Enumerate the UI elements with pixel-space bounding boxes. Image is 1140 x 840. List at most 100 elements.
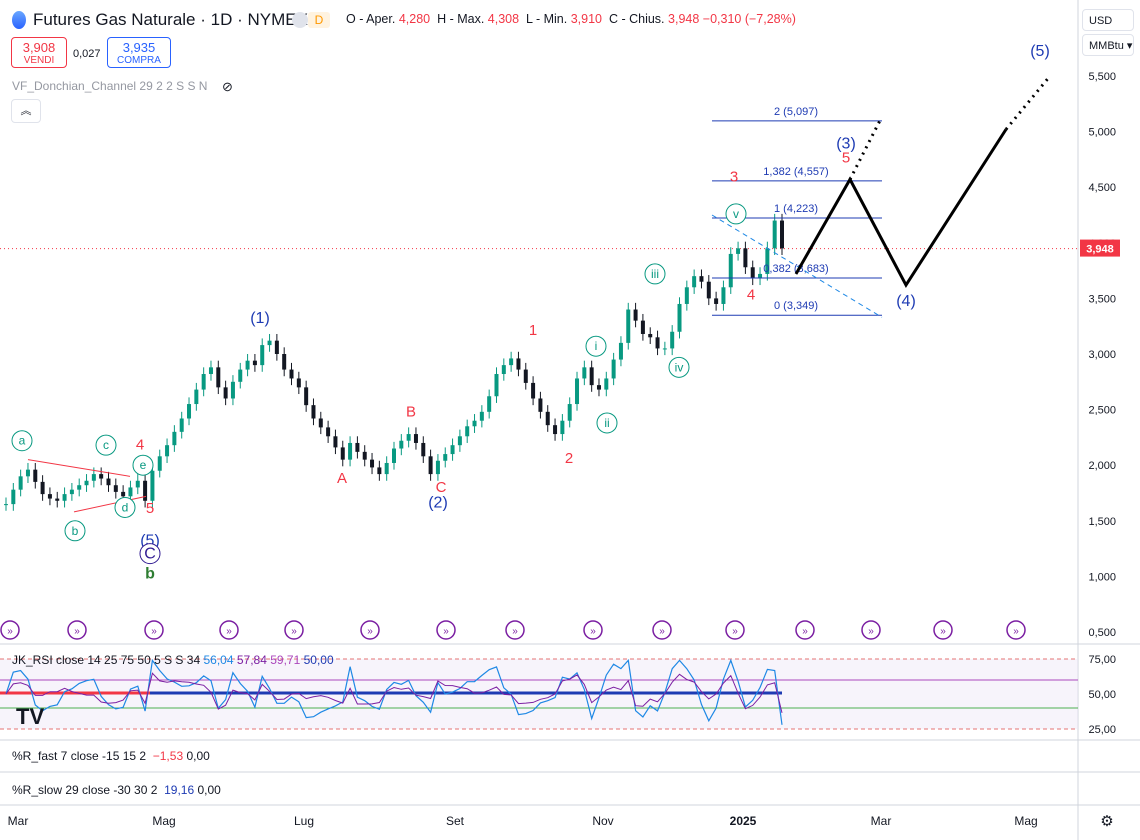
wave-label-green: iv — [675, 360, 684, 374]
event-marker-icon[interactable] — [933, 620, 953, 640]
candle-body — [77, 485, 82, 490]
candle-body — [201, 374, 206, 390]
currency-selector[interactable]: USD — [1082, 9, 1134, 31]
event-marker-icon[interactable] — [284, 620, 304, 640]
wave-label-other: b — [145, 566, 155, 583]
candle-body — [47, 494, 52, 499]
ohlc-readout: O - Aper. 4,280 H - Max. 4,308 L - Min. … — [346, 12, 796, 26]
wave-circle — [64, 520, 86, 542]
event-marker-icon[interactable] — [436, 620, 456, 640]
candle-body — [274, 340, 279, 354]
event-marker-icon[interactable] — [652, 620, 672, 640]
candle-body — [575, 378, 580, 405]
symbol-title[interactable]: Futures Gas Naturale · 1D · NYMEX — [33, 10, 308, 29]
event-marker-icon[interactable] — [1006, 620, 1026, 640]
price-tick-label: 0,500 — [1088, 627, 1116, 639]
event-marker-icon[interactable] — [795, 620, 815, 640]
candle-body — [340, 447, 345, 460]
high-value: 4,308 — [487, 12, 520, 26]
candle-body — [304, 387, 309, 406]
candle-body — [567, 404, 572, 421]
event-marker-icon[interactable] — [144, 620, 164, 640]
event-marker-icon[interactable] — [0, 620, 20, 640]
indicator-label[interactable]: VF_Donchian_Channel 29 2 2 S S N — [12, 79, 208, 93]
time-axis-label: Lug — [294, 814, 314, 828]
candle-body — [435, 460, 440, 475]
wave-circle — [11, 430, 33, 452]
price-tick-label: 1,000 — [1088, 571, 1116, 583]
wave-label-red: 4 — [747, 287, 755, 304]
candle-body — [523, 369, 528, 383]
event-markers[interactable]: » » » » » » » » » » » » » » » — [0, 620, 1026, 640]
candle-body — [758, 273, 763, 279]
candle-body — [370, 459, 375, 468]
candle-body — [736, 248, 741, 254]
fib-level-label: 0,382 (3,683) — [763, 263, 828, 275]
r-fast-label[interactable]: %R_fast 7 close -15 15 2 — [12, 749, 147, 763]
event-marker-icon[interactable] — [67, 620, 87, 640]
change-value: −0,310 (−7,28%) — [702, 12, 796, 26]
candle-body — [40, 481, 45, 495]
wave-label-blue: (1) — [250, 310, 270, 327]
chart-header: Futures Gas Naturale · 1D · NYMEX D O - … — [0, 0, 1078, 34]
eye-hidden-icon[interactable]: ⊘ — [222, 79, 233, 94]
candle-body — [150, 470, 155, 501]
candle-body — [121, 491, 126, 497]
event-arrow-icon: » — [732, 626, 738, 637]
wave-label-green: v — [733, 207, 739, 221]
candle-body — [157, 456, 162, 471]
wave-label-red: B — [406, 403, 416, 420]
rsi-line — [5, 658, 783, 725]
event-arrow-icon: » — [1013, 626, 1019, 637]
wave-label-green: e — [140, 458, 147, 472]
candle-body — [509, 358, 514, 366]
r-fast-value-2: 0,00 — [186, 749, 210, 763]
event-marker-icon[interactable] — [861, 620, 881, 640]
wave-label-blue: (4) — [896, 293, 916, 310]
candle-body — [611, 359, 616, 379]
time-axis-label: Set — [446, 814, 465, 828]
event-marker-icon[interactable] — [583, 620, 603, 640]
candle-body — [55, 498, 60, 501]
sell-button[interactable]: 3,908 VENDI — [11, 37, 67, 68]
wave-label-red: 1 — [529, 322, 537, 339]
low-label: L - Min. — [526, 12, 568, 26]
buy-button[interactable]: 3,935 COMPRA — [107, 37, 171, 68]
price-tick-label: 2,500 — [1088, 405, 1116, 417]
delay-badge[interactable]: D — [308, 12, 330, 28]
candle-body — [11, 489, 16, 505]
price-tick-label: 5,000 — [1088, 127, 1116, 139]
collapse-legend-button[interactable]: ︽ — [11, 99, 41, 123]
event-marker-icon[interactable] — [725, 620, 745, 640]
fib-level-label: 1,382 (4,557) — [763, 166, 828, 178]
status-dot-icon — [292, 12, 308, 28]
event-marker-icon[interactable] — [360, 620, 380, 640]
r-slow-label[interactable]: %R_slow 29 close -30 30 2 — [12, 783, 158, 797]
triangle-upper-line — [27, 459, 131, 477]
price-tick-label: 2,000 — [1088, 460, 1116, 472]
candle-body — [106, 478, 111, 486]
candle-body — [333, 436, 338, 448]
candle-body — [545, 411, 550, 426]
candle-body — [728, 253, 733, 288]
candle-body — [714, 298, 719, 304]
event-marker-icon[interactable] — [219, 620, 239, 640]
settings-gear-icon[interactable]: ⚙ — [1100, 813, 1113, 830]
wave-label-red: C — [436, 479, 447, 496]
price-axis[interactable]: 5,5005,0004,5004,0003,5003,0002,5002,000… — [1088, 71, 1116, 639]
time-axis[interactable]: Mar Mag Lug Set Nov 2025 Mar Mag — [8, 814, 1038, 828]
rsi-label[interactable]: JK_RSI close 14 25 75 50 5 S S 34 — [12, 653, 201, 667]
wave-label-red: A — [337, 470, 347, 487]
wave-label-red: 3 — [730, 169, 738, 186]
wave-label-green: c — [103, 438, 109, 452]
event-marker-icon[interactable] — [505, 620, 525, 640]
unit-selector[interactable]: MMBtu ▾ — [1082, 34, 1134, 56]
candle-body — [172, 431, 177, 446]
candle-body — [194, 389, 199, 405]
high-label: H - Max. — [437, 12, 485, 26]
candle-body — [743, 248, 748, 268]
time-axis-label: 2025 — [730, 814, 757, 828]
candle-body — [677, 303, 682, 332]
candle-body — [582, 367, 587, 379]
